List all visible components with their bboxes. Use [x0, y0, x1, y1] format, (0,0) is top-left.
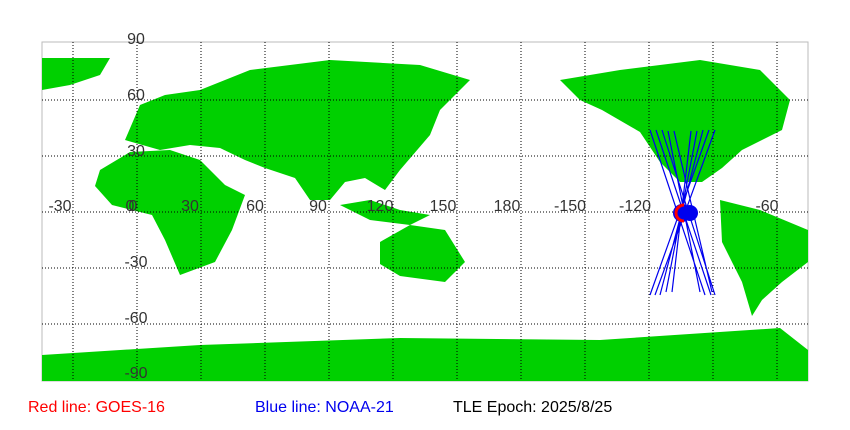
lat-label: 0: [129, 198, 138, 215]
lat-label: 60: [127, 87, 145, 104]
lon-label: -60: [755, 198, 778, 215]
lon-label: 150: [430, 198, 457, 215]
tle-epoch: TLE Epoch: 2025/8/25: [453, 399, 612, 416]
satellite-tracks: [649, 129, 716, 296]
lon-label: 90: [309, 198, 327, 215]
noaa-21-marker: [682, 205, 698, 221]
lon-label: 30: [181, 198, 199, 215]
lon-label: 0: [126, 198, 135, 215]
lon-label: 180: [494, 198, 521, 215]
lon-label: 120: [367, 198, 394, 215]
lat-labels: 90 60 30 0 -30 -60 -90: [124, 31, 147, 382]
lat-label: 30: [127, 143, 145, 160]
legend-blue: Blue line: NOAA-21: [255, 399, 394, 416]
lon-labels: -30 0 30 60 90 120 150 180 -150 -120 -60: [48, 198, 778, 215]
legend-red: Red line: GOES-16: [28, 399, 165, 416]
lon-label: -150: [554, 198, 586, 215]
land: [42, 58, 808, 381]
graticule: [42, 42, 808, 381]
lat-label: -90: [124, 365, 147, 382]
lat-label: -60: [124, 310, 147, 327]
lat-label: 90: [127, 31, 145, 48]
lat-label: -30: [124, 254, 147, 271]
lon-label: 60: [246, 198, 264, 215]
goes-16-marker: [674, 203, 685, 223]
lon-label: -30: [48, 198, 71, 215]
lon-label: -120: [619, 198, 651, 215]
